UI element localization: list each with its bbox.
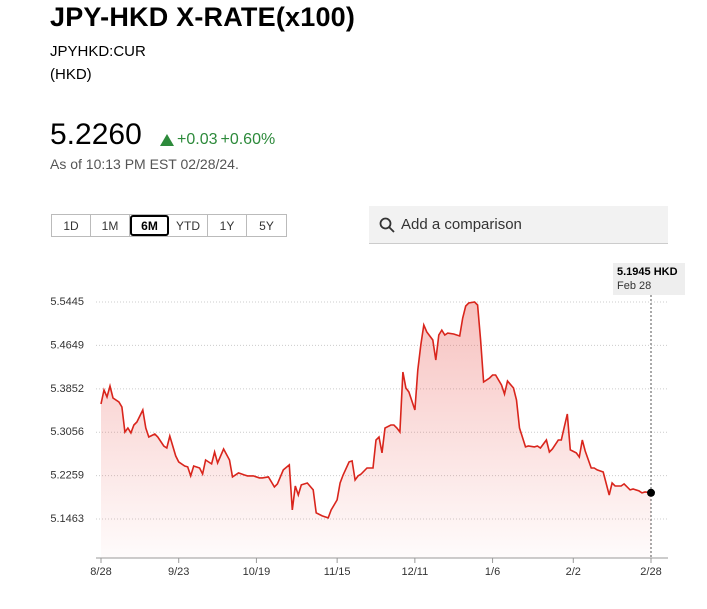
comparison-search[interactable]: Add a comparison: [369, 206, 668, 244]
x-tick-label: 11/15: [324, 566, 351, 578]
line: [100, 301, 652, 519]
tooltip-value: 5.1945 HKD: [617, 266, 678, 278]
search-icon: [379, 217, 395, 233]
y-tick-label: 5.3852: [50, 383, 84, 395]
x-tick-label: 8/28: [90, 566, 111, 578]
x-tick-label: 10/19: [243, 566, 271, 578]
y-tick-label: 5.2259: [50, 470, 84, 482]
currency: (HKD): [50, 66, 92, 83]
search-placeholder: Add a comparison: [401, 216, 522, 233]
range-button[interactable]: 1Y: [208, 215, 247, 236]
x-tick-label: 2/28: [640, 566, 661, 578]
up-arrow: [160, 134, 174, 146]
range-buttons: 1D 1M 6M YTD 1Y 5Y: [51, 214, 287, 237]
x-tick-label: 12/11: [401, 566, 428, 578]
range-button[interactable]: YTD: [169, 215, 208, 236]
range-button[interactable]: 5Y: [259, 218, 274, 233]
change-percent: +0.60%: [220, 131, 276, 148]
x-tick-label: 9/23: [168, 566, 189, 578]
title: JPY-HKD X-RATE(x100): [50, 2, 356, 32]
area: [101, 302, 651, 558]
range-button[interactable]: 6M: [130, 215, 169, 236]
change: +0.03 +0.60%: [160, 131, 275, 149]
as-of: As of 10:13 PM EST 02/28/24.: [50, 156, 239, 172]
range-button[interactable]: 1D: [52, 215, 91, 236]
range-button[interactable]: 1M: [91, 215, 130, 236]
x-tick-label: 1/6: [485, 566, 500, 578]
tooltip: [613, 263, 685, 295]
end-point: [647, 488, 655, 497]
x-tick-label: 2/2: [566, 566, 581, 578]
change-value: +0.03: [177, 131, 218, 148]
y-tick-label: 5.1463: [50, 513, 84, 525]
symbol: JPYHKD:CUR: [50, 43, 146, 60]
chart: 5.1463 5.2259 5.3056 5.3852 5.4649 5.5445 8/28…: [50, 263, 685, 578]
price: 5.2260: [50, 118, 142, 151]
y-tick-label: 5.4649: [50, 339, 84, 351]
y-tick-label: 5.3056: [50, 426, 84, 438]
tooltip-date: Feb 28: [617, 280, 651, 292]
y-tick-label: 5.5445: [50, 296, 84, 308]
